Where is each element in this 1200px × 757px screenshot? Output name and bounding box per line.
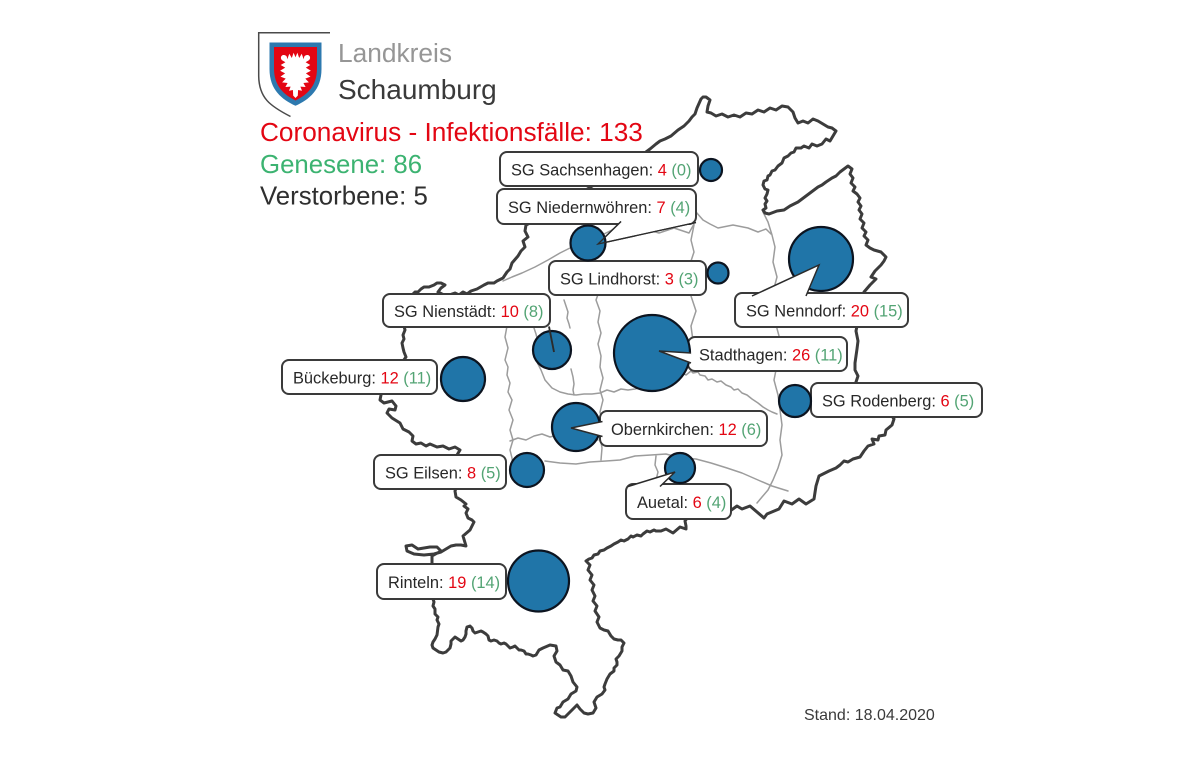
- svg-text:Genesene: 86: Genesene: 86: [260, 151, 422, 179]
- svg-text:Stand: 18.04.2020: Stand: 18.04.2020: [804, 707, 935, 724]
- svg-text:SG Nienstädt: 10 (8): SG Nienstädt: 10 (8): [394, 303, 543, 321]
- svg-text:Auetal: 6 (4): Auetal: 6 (4): [637, 494, 726, 512]
- svg-text:SG Sachsenhagen: 4 (0): SG Sachsenhagen: 4 (0): [511, 162, 691, 180]
- svg-text:Coronavirus - Infektionsfälle:: Coronavirus - Infektionsfälle: 133: [260, 117, 643, 147]
- svg-text:Obernkirchen: 12 (6): Obernkirchen: 12 (6): [611, 421, 761, 439]
- svg-text:Landkreis: Landkreis: [338, 38, 452, 68]
- svg-text:SG Rodenberg: 6 (5): SG Rodenberg: 6 (5): [822, 393, 974, 411]
- svg-text:SG Nenndorf: 20 (15): SG Nenndorf: 20 (15): [746, 303, 903, 321]
- svg-text:Rinteln: 19 (14): Rinteln: 19 (14): [388, 574, 500, 592]
- svg-text:SG Eilsen: 8 (5): SG Eilsen: 8 (5): [385, 465, 501, 483]
- svg-text:Schaumburg: Schaumburg: [338, 74, 497, 105]
- svg-text:Bückeburg: 12 (11): Bückeburg: 12 (11): [293, 370, 431, 388]
- svg-text:Verstorbene: 5: Verstorbene: 5: [260, 183, 428, 211]
- svg-text:Stadthagen: 26 (11): Stadthagen: 26 (11): [699, 347, 843, 365]
- svg-text:SG Lindhorst: 3 (3): SG Lindhorst: 3 (3): [560, 271, 699, 289]
- svg-text:SG Niedernwöhren: 7 (4): SG Niedernwöhren: 7 (4): [508, 199, 690, 217]
